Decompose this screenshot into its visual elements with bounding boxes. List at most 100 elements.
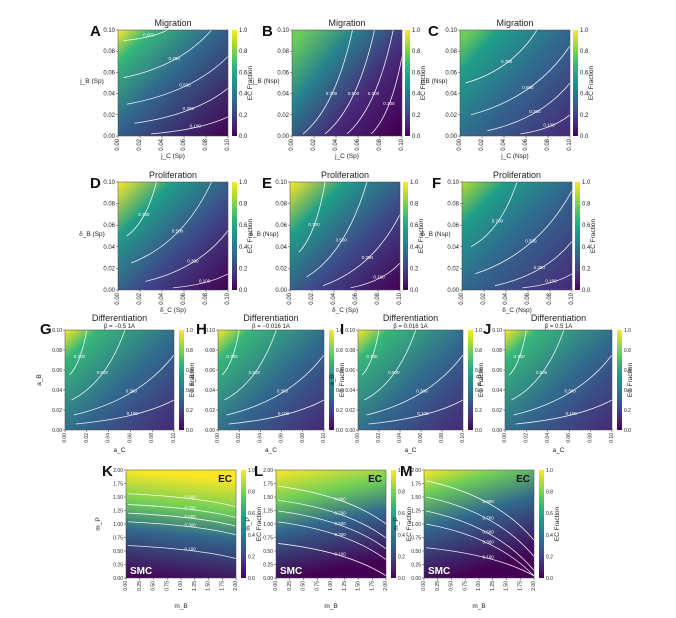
- y-axis-label: δ_B (Sp): [79, 231, 105, 238]
- panel-subtitle: β = −0.5 1A: [104, 324, 135, 330]
- contour-label: 0.100: [278, 411, 290, 416]
- y-tick-label: 0.00: [447, 288, 459, 294]
- panel-F: 0.700 0.500 0.300 0.100 0.00 0.02 0.04 0.06 0.08…: [421, 170, 597, 314]
- x-tick-label: 0.00: [115, 292, 121, 304]
- colorbar-tick-label: 0.4: [239, 245, 248, 251]
- contour-line: [123, 29, 212, 79]
- contour-label: 0.700: [335, 510, 347, 515]
- colorbar-tick-label: 0.0: [410, 288, 419, 294]
- y-tick-label: 0.10: [345, 328, 355, 334]
- contour-label: 0.500: [522, 85, 534, 90]
- heatmap-field: [460, 30, 570, 136]
- contour-label: 0.700: [226, 354, 238, 359]
- y-tick-label: 1.00: [411, 522, 421, 528]
- panel-letter: J: [483, 321, 491, 338]
- contour-line: [426, 496, 535, 557]
- y-tick-label: 0.50: [113, 549, 123, 555]
- contour-label: 0.500: [483, 529, 495, 534]
- x-tick-label: 0.02: [309, 292, 315, 304]
- colorbar-label: EC Fraction: [339, 362, 346, 397]
- colorbar-tick-label: 0.6: [410, 223, 419, 229]
- x-tick-label: 0.06: [566, 433, 572, 443]
- x-tick-label: 0.06: [181, 292, 187, 304]
- colorbar-tick-label: 0.4: [336, 388, 343, 394]
- heatmap-field: [462, 182, 572, 290]
- contour-line: [128, 521, 237, 536]
- contour-label: 0.700: [326, 91, 338, 96]
- x-tick-label: 0.02: [84, 433, 90, 443]
- y-tick-label: 0.10: [52, 328, 62, 334]
- y-tick-label: 0.08: [103, 202, 115, 208]
- colorbar-label: EC Fraction: [256, 506, 263, 541]
- colorbar-tick-label: 1.0: [398, 468, 405, 474]
- x-tick-label: 0.04: [545, 433, 551, 443]
- colorbar-tick-label: 0.8: [582, 202, 591, 208]
- colorbar-tick-label: 0.2: [475, 408, 482, 414]
- panel-letter: H: [196, 321, 207, 338]
- contour-line: [426, 510, 535, 571]
- y-tick-label: 0.02: [275, 266, 287, 272]
- colorbar: [232, 30, 237, 136]
- colorbar-tick-label: 0.0: [580, 134, 589, 140]
- x-tick-label: 0.75: [462, 581, 468, 591]
- contour-label: 0.500: [525, 239, 537, 244]
- x-tick-label: 0.08: [547, 292, 553, 304]
- y-tick-label: 0.75: [411, 536, 421, 542]
- y-tick-label: 2.00: [263, 468, 273, 474]
- contour-label: 0.500: [185, 514, 197, 519]
- colorbar-tick-label: 0.8: [239, 202, 248, 208]
- colorbar-tick-label: 0.2: [580, 113, 589, 119]
- panel-letter: L: [254, 463, 263, 480]
- y-tick-label: 0.25: [113, 563, 123, 569]
- y-axis-label: m_P: [95, 517, 102, 530]
- y-tick-label: 0.02: [103, 113, 115, 119]
- contour-line: [508, 329, 527, 376]
- x-tick-label: 0.00: [287, 292, 293, 304]
- x-axis-label: j_C (Sp): [334, 153, 359, 160]
- contour-label: 0.300: [185, 523, 197, 528]
- x-axis-label: j_C (Sp): [160, 153, 185, 160]
- y-axis-label: j_B (Sp): [79, 78, 103, 85]
- x-tick-label: 1.00: [178, 581, 184, 591]
- contour-line: [494, 241, 573, 287]
- y-tick-label: 1.25: [113, 509, 123, 515]
- x-tick-label: 0.06: [353, 292, 359, 304]
- x-tick-label: 1.75: [219, 581, 225, 591]
- plot-frame: [117, 29, 229, 137]
- x-tick-label: 0.00: [215, 433, 221, 443]
- contour-label: 0.100: [383, 101, 395, 106]
- x-tick-label: 0.04: [159, 292, 165, 304]
- y-tick-label: 0.75: [263, 536, 273, 542]
- colorbar-tick-label: 1.0: [546, 468, 553, 474]
- y-tick-label: 0.00: [205, 428, 215, 434]
- x-axis-label: δ_C (Nsp): [502, 307, 532, 314]
- colorbar-tick-label: 0.0: [336, 428, 343, 434]
- colorbar: [405, 30, 410, 136]
- colorbar-tick-label: 0.2: [412, 113, 421, 119]
- x-tick-label: 0.00: [457, 138, 463, 150]
- contour-label: 0.100: [185, 546, 197, 551]
- y-tick-label: 0.00: [103, 288, 115, 294]
- colorbar-label: EC Fraction: [406, 506, 413, 541]
- y-tick-label: 0.04: [492, 388, 502, 394]
- contour-line: [298, 181, 326, 253]
- panel-title: Differentiation: [383, 313, 438, 323]
- panel-subtitle: β = −0.016 1A: [252, 324, 290, 330]
- colorbar-tick-label: 1.0: [410, 180, 419, 186]
- colorbar: [232, 182, 237, 290]
- contour-label: 0.500: [249, 370, 261, 375]
- colorbar-tick-label: 0.2: [239, 113, 248, 119]
- y-tick-label: 0.02: [103, 266, 115, 272]
- panel-A: 0.900 0.700 0.500 0.300 0.100 0.00 0.02 0.04 0.0…: [79, 18, 254, 160]
- colorbar-tick-label: 0.6: [186, 368, 193, 374]
- contour-line: [128, 545, 237, 559]
- contour-label: 0.700: [501, 59, 513, 64]
- contour-line: [520, 114, 571, 135]
- y-axis-label: m_P: [245, 517, 252, 530]
- x-tick-label: 2.00: [383, 581, 389, 591]
- contour-line: [426, 547, 535, 577]
- colorbar-tick-label: 0.6: [398, 511, 405, 517]
- x-tick-label: 1.00: [476, 581, 482, 591]
- colorbar: [403, 182, 408, 290]
- x-tick-label: 0.10: [225, 138, 231, 150]
